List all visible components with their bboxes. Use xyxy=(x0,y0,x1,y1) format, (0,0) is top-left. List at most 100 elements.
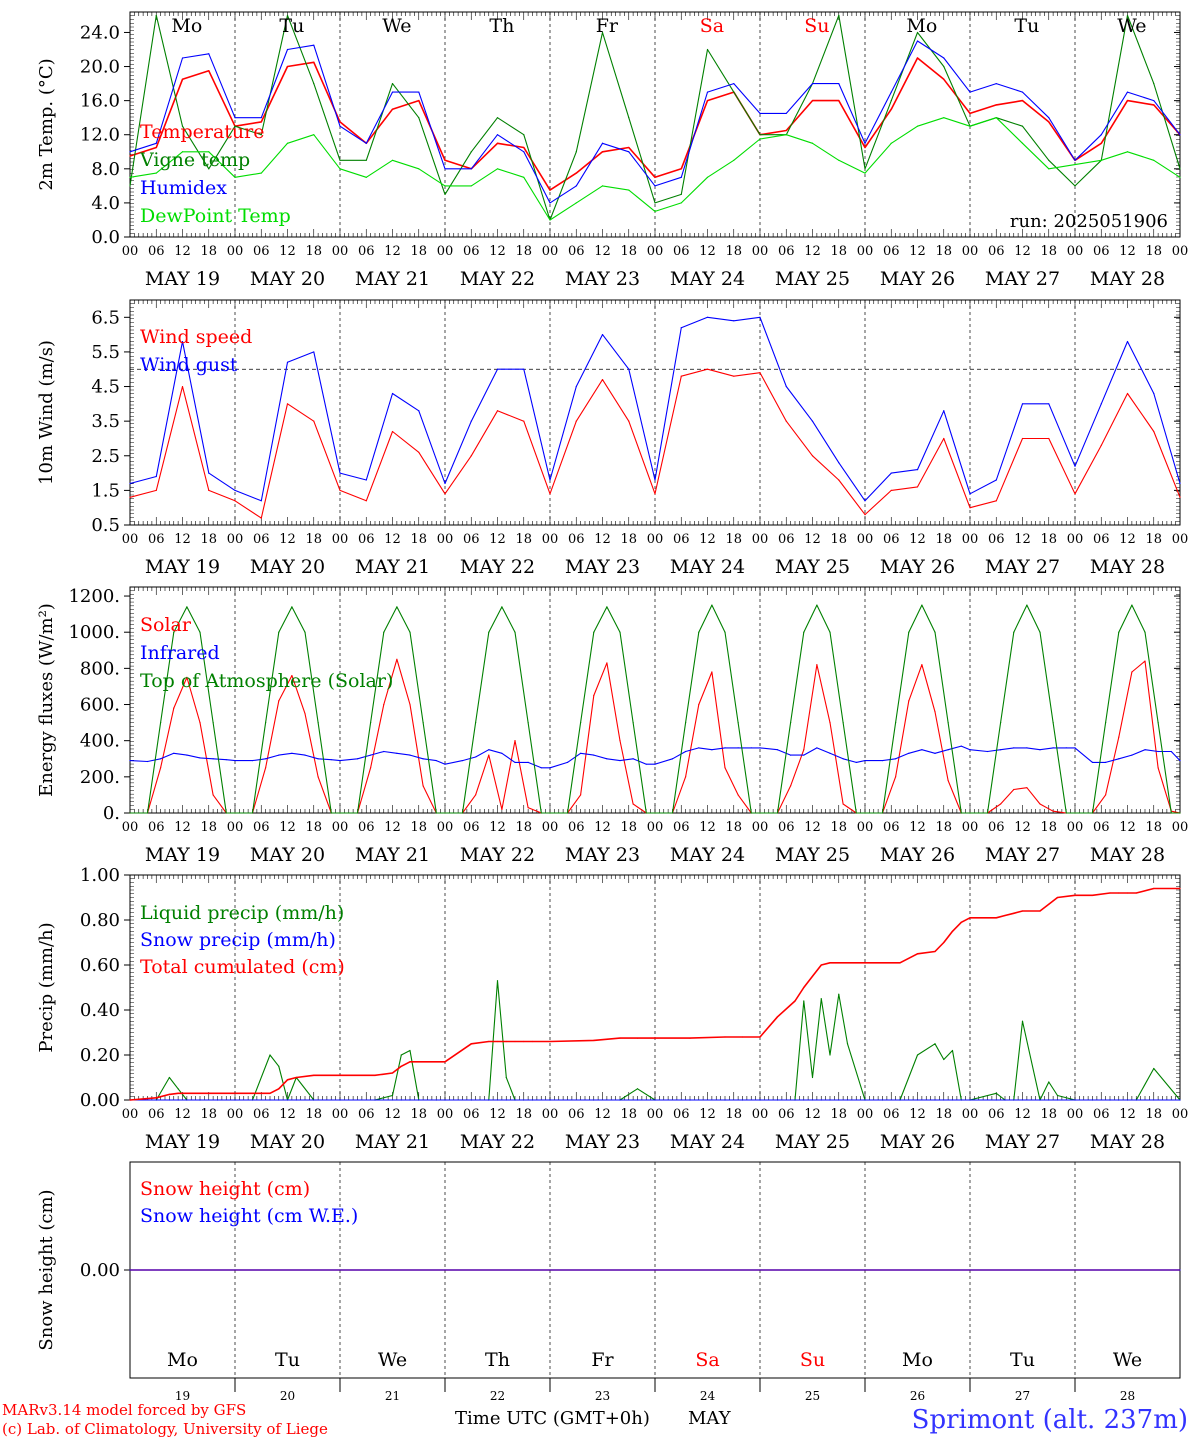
hour-tick-label: 18 xyxy=(620,820,637,835)
data-point xyxy=(846,1043,849,1045)
data-point xyxy=(864,514,866,516)
date-label: MAY 21 xyxy=(355,268,430,290)
data-point xyxy=(313,61,315,63)
y-tick-label: 0.0 xyxy=(91,227,120,248)
data-point xyxy=(269,1092,271,1094)
date-label: MAY 19 xyxy=(145,1131,220,1153)
hour-tick-label: 18 xyxy=(1145,244,1162,259)
data-point xyxy=(251,759,254,762)
hour-tick-label: 12 xyxy=(174,244,191,259)
data-point xyxy=(251,1092,254,1094)
data-point xyxy=(1021,100,1024,102)
day-name: Mo xyxy=(906,15,937,37)
data-point xyxy=(234,117,236,119)
data-point xyxy=(811,100,814,102)
data-point xyxy=(1131,754,1133,756)
hour-tick-label: 12 xyxy=(1014,820,1031,835)
data-point xyxy=(698,747,700,749)
data-point xyxy=(654,493,656,495)
hour-tick-label: 06 xyxy=(568,1107,585,1122)
data-point xyxy=(1013,631,1015,633)
data-point xyxy=(444,1099,446,1101)
hour-tick-label: 12 xyxy=(384,532,401,547)
data-point xyxy=(601,151,604,153)
data-point xyxy=(212,722,214,724)
data-point xyxy=(890,472,892,474)
hour-tick-label: 18 xyxy=(515,1107,532,1122)
data-point xyxy=(470,185,472,187)
data-point xyxy=(838,14,840,17)
hour-tick-label: 06 xyxy=(253,1107,270,1122)
data-point xyxy=(803,754,805,756)
data-point xyxy=(1065,812,1067,814)
data-point xyxy=(549,767,551,769)
hour-tick-label: 00 xyxy=(647,244,664,259)
data-point xyxy=(488,1040,490,1043)
data-point xyxy=(146,760,149,763)
date-label: MAY 25 xyxy=(775,844,850,866)
hour-tick-label: 06 xyxy=(778,1107,795,1122)
data-point xyxy=(759,134,761,136)
hour-tick-label: 00 xyxy=(332,1107,349,1122)
data-point xyxy=(527,806,529,809)
data-point xyxy=(842,722,844,724)
date-label: MAY 19 xyxy=(145,844,220,866)
data-point xyxy=(186,606,188,608)
data-point xyxy=(251,812,254,814)
data-point xyxy=(1100,142,1102,144)
data-point xyxy=(811,420,814,422)
data-point xyxy=(199,1099,201,1101)
hour-tick-label: 06 xyxy=(988,244,1005,259)
data-point xyxy=(1013,747,1015,749)
data-point xyxy=(995,117,997,119)
y-axis-label: Snow height (cm) xyxy=(36,1189,57,1350)
hour-tick-label: 18 xyxy=(620,532,637,547)
data-point xyxy=(628,146,630,149)
data-point xyxy=(724,747,726,749)
data-point xyxy=(619,740,621,742)
hour-tick-label: 00 xyxy=(857,1107,874,1122)
date-label: MAY 22 xyxy=(460,268,535,290)
data-point xyxy=(496,168,499,170)
y-tick-label: 6.5 xyxy=(91,307,120,328)
day-name: We xyxy=(378,1349,407,1371)
data-point xyxy=(1048,121,1050,123)
data-point xyxy=(1105,761,1107,763)
hour-tick-label: 00 xyxy=(437,244,454,259)
data-point xyxy=(444,812,446,814)
data-point xyxy=(899,1099,901,1101)
data-point xyxy=(1179,812,1181,814)
panel-3 xyxy=(124,586,1181,814)
hour-tick-label: 00 xyxy=(1067,244,1084,259)
hour-tick-label: 00 xyxy=(122,244,139,259)
hour-tick-label: 12 xyxy=(594,244,611,259)
data-point xyxy=(724,631,726,633)
data-point xyxy=(1039,749,1041,751)
data-point xyxy=(199,757,201,759)
data-point xyxy=(711,604,713,606)
data-point xyxy=(523,146,525,149)
hour-tick-label: 18 xyxy=(830,244,847,259)
data-point xyxy=(895,776,897,778)
data-point xyxy=(1118,631,1120,633)
hour-tick-label: 00 xyxy=(752,1107,769,1122)
hour-tick-label: 06 xyxy=(883,532,900,547)
data-point xyxy=(855,812,857,814)
data-point xyxy=(251,1099,254,1101)
data-point xyxy=(1109,1099,1111,1101)
data-point xyxy=(737,794,739,796)
data-point xyxy=(580,794,582,796)
date-label: MAY 23 xyxy=(565,268,640,290)
data-point xyxy=(711,671,713,673)
data-point xyxy=(470,455,472,457)
data-point xyxy=(1131,604,1133,606)
hour-tick-label: 12 xyxy=(909,532,926,547)
data-point xyxy=(225,812,227,814)
data-point xyxy=(790,754,792,756)
data-point xyxy=(943,1099,945,1101)
data-point xyxy=(391,1099,394,1101)
data-point xyxy=(374,1099,376,1101)
data-point xyxy=(619,1099,621,1101)
data-point xyxy=(278,700,280,702)
data-point xyxy=(628,117,630,119)
